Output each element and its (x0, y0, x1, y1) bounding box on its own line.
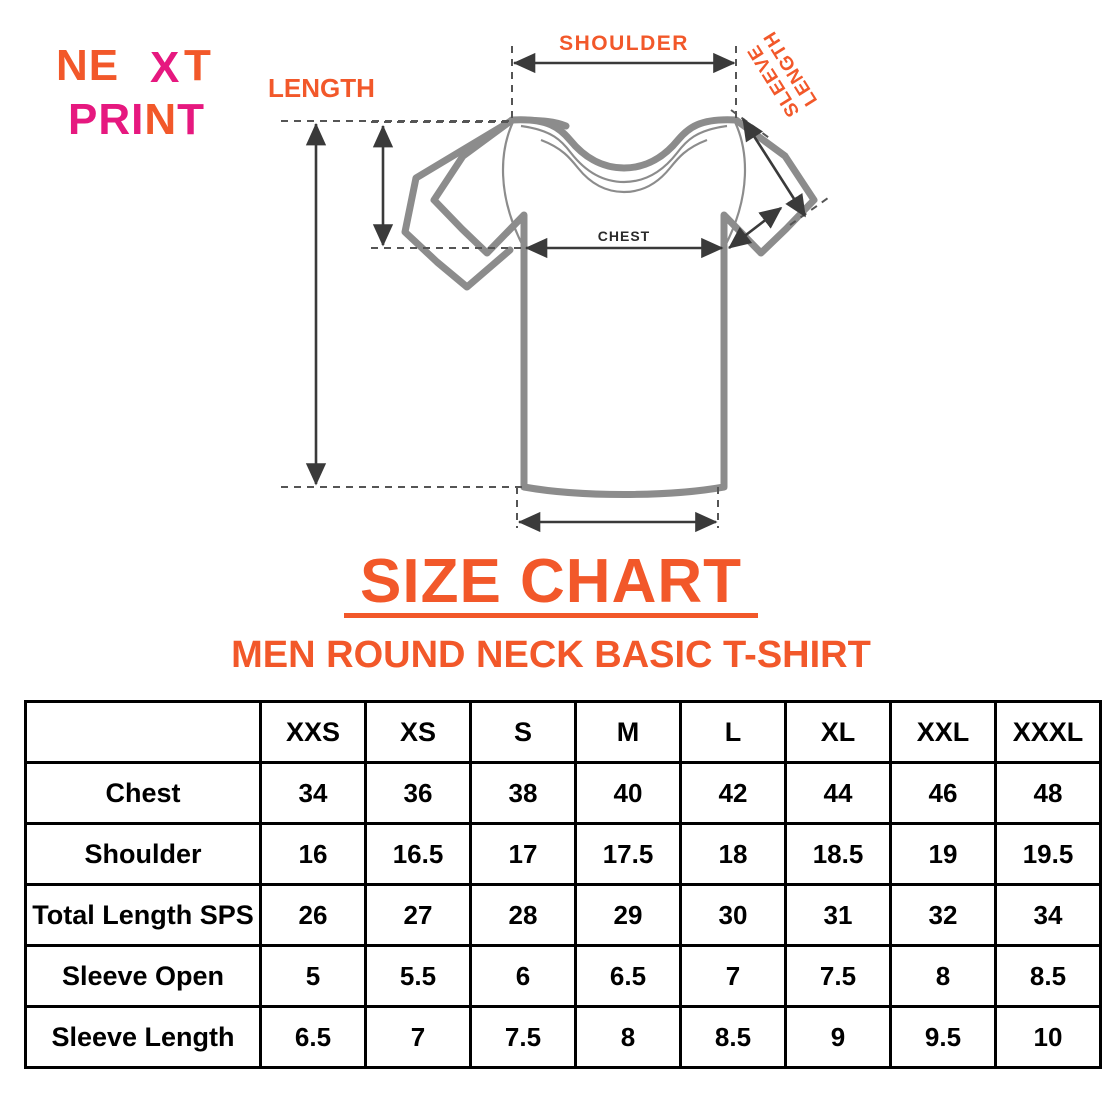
measurement-label: Sleeve Length (24, 1005, 262, 1069)
measurement-label: Chest (24, 761, 262, 825)
chest-label: CHEST (598, 228, 650, 244)
measurement-value: 8.5 (994, 944, 1102, 1008)
measurement-value: 8 (889, 944, 997, 1008)
size-header-s: S (469, 700, 577, 764)
measurement-value: 7.5 (469, 1005, 577, 1069)
measurement-value: 18.5 (784, 822, 892, 886)
measurement-value: 34 (994, 883, 1102, 947)
size-header-xs: XS (364, 700, 472, 764)
measurement-label: Shoulder (24, 822, 262, 886)
measurement-value: 7 (679, 944, 787, 1008)
table-body: Chest 34 36 38 40 42 44 46 48 Shoulder 16 16.5 17 17.… (24, 761, 1102, 1069)
measurement-value: 40 (574, 761, 682, 825)
size-header-xxxl: XXXL (994, 700, 1102, 764)
size-header-l: L (679, 700, 787, 764)
measurement-value: 7.5 (784, 944, 892, 1008)
measurement-value: 29 (574, 883, 682, 947)
page-title: SIZE CHART (360, 547, 742, 616)
measurement-value: 38 (469, 761, 577, 825)
measurement-value: 17.5 (574, 822, 682, 886)
measurement-label: Total Length SPS (24, 883, 262, 947)
size-chart-table: XXS XS S M L XL XXL XXXL Chest 34 36 38 40 42 44 46 48 S… (24, 700, 1102, 1069)
neckline-collar (520, 124, 728, 194)
tshirt-silhouette (430, 116, 818, 498)
measurement-value: 6.5 (574, 944, 682, 1008)
measurement-value: 36 (364, 761, 472, 825)
table-header-row: XXS XS S M L XL XXL XXXL (24, 700, 1102, 764)
measurement-value: 16 (259, 822, 367, 886)
size-table-container: XXS XS S M L XL XXL XXXL Chest 34 36 38 40 42 44 46 48 S… (24, 700, 1102, 1069)
measurement-value: 19 (889, 822, 997, 886)
size-header-xxs: XXS (259, 700, 367, 764)
measurement-value: 19.5 (994, 822, 1102, 886)
measurement-value: 42 (679, 761, 787, 825)
table-row: Sleeve Open 5 5.5 6 6.5 7 7.5 8 8.5 (24, 944, 1102, 1008)
measurement-value: 8.5 (679, 1005, 787, 1069)
corner-header-cell (24, 700, 262, 764)
measurement-value: 8 (574, 1005, 682, 1069)
measurement-value: 18 (679, 822, 787, 886)
measurement-value: 6 (469, 944, 577, 1008)
sleeve-length-label-group: SLEEVE LENGTH (744, 27, 823, 121)
measurement-value: 30 (679, 883, 787, 947)
logo-print-text: PRINT (68, 92, 205, 148)
sleeve-open-arrow (728, 206, 783, 250)
logo-next-t: T (184, 41, 212, 90)
table-row: Chest 34 36 38 40 42 44 46 48 (24, 761, 1102, 825)
tshirt-measurement-diagram: LENGTH SHOULDER CHEST SLEEVE LENGTH (268, 27, 829, 533)
measurement-value: 16.5 (364, 822, 472, 886)
logo-print-n: N (144, 95, 178, 144)
table-header: XXS XS S M L XL XXL XXXL (24, 700, 1102, 764)
measurement-value: 48 (994, 761, 1102, 825)
measurement-value: 5.5 (364, 944, 472, 1008)
product-subtitle: MEN ROUND NECK BASIC T-SHIRT (231, 634, 871, 676)
measurement-value: 28 (469, 883, 577, 947)
measurement-value: 5 (259, 944, 367, 1008)
title-underline (344, 613, 758, 618)
table-row: Shoulder 16 16.5 17 17.5 18 18.5 19 19.5 (24, 822, 1102, 886)
logo-x-glyph: X (150, 43, 181, 92)
logo-next-ne: NE (56, 41, 120, 90)
shoulder-label: SHOULDER (559, 32, 689, 55)
measurement-value: 10 (994, 1005, 1102, 1069)
measurement-value: 44 (784, 761, 892, 825)
sleeve-length-arrow (741, 118, 807, 218)
dimension-arrows (305, 52, 807, 533)
measurement-value: 27 (364, 883, 472, 947)
measurement-value: 34 (259, 761, 367, 825)
table-row: Total Length SPS 26 27 28 29 30 31 32 34 (24, 883, 1102, 947)
size-header-xxl: XXL (889, 700, 997, 764)
measurement-value: 17 (469, 822, 577, 886)
measurement-value: 6.5 (259, 1005, 367, 1069)
measurement-value: 26 (259, 883, 367, 947)
measurement-label: Sleeve Open (24, 944, 262, 1008)
length-label: LENGTH (268, 73, 375, 103)
brand-logo: NE X T PRINT (52, 38, 282, 158)
measurement-value: 31 (784, 883, 892, 947)
measurement-value: 32 (889, 883, 997, 947)
logo-print-pri: PRI (68, 95, 145, 144)
size-header-m: M (574, 700, 682, 764)
logo-print-t: T (177, 95, 206, 144)
measurement-value: 9.5 (889, 1005, 997, 1069)
measurement-value: 9 (784, 1005, 892, 1069)
measurement-value: 46 (889, 761, 997, 825)
table-row: Sleeve Length 6.5 7 7.5 8 8.5 9 9.5 10 (24, 1005, 1102, 1069)
measurement-value: 7 (364, 1005, 472, 1069)
size-header-xl: XL (784, 700, 892, 764)
